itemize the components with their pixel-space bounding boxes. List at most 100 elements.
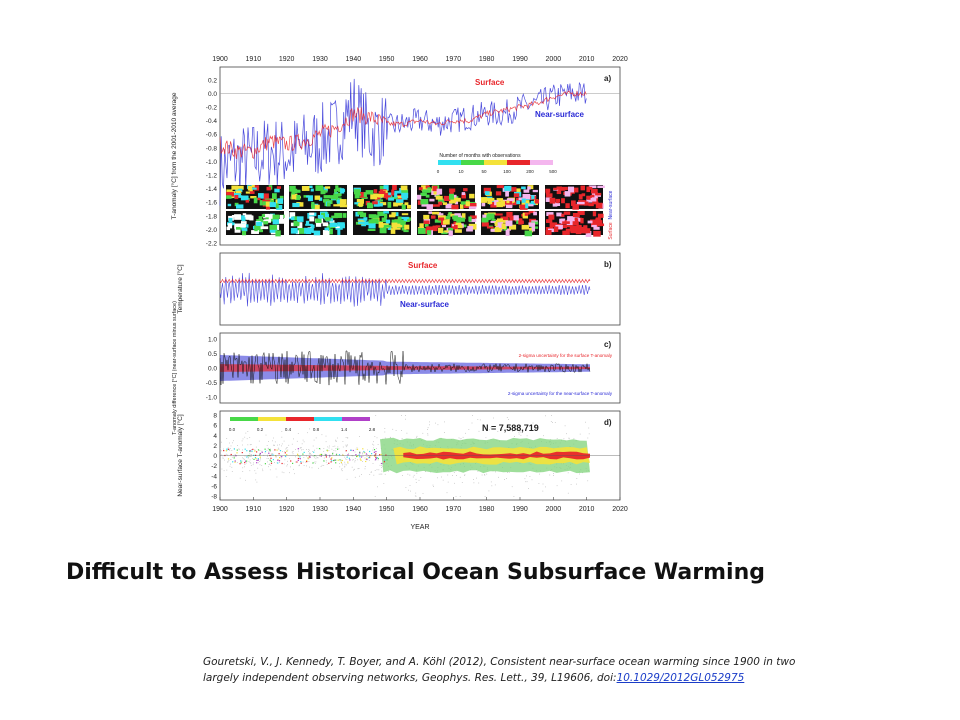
map-thumbnail-cell [553,187,558,191]
scatter-point [488,490,490,492]
map-thumbnail-cell [363,192,367,198]
scatter-point [299,458,300,459]
scatter-point [553,473,554,474]
map-thumbnail-cell [490,220,498,223]
map-thumbnail-cell [448,230,453,237]
scatter-point [545,486,546,488]
map-thumbnail-cell [469,193,475,199]
map-thumbnail-cell [357,211,364,215]
map-thumbnail-cell [272,219,279,225]
scatter-point-early [268,452,270,454]
scatter-point [384,437,386,439]
map-thumbnail-cell [460,217,465,222]
scatter-point [289,458,290,460]
map-legend-swatch [530,160,553,165]
scatter-point [234,456,235,458]
scatter-point [282,451,283,452]
map-thumbnail-cell [432,211,440,215]
scatter-point [341,470,343,472]
map-thumbnail-cell [510,187,517,192]
scatter-point [249,470,251,472]
scatter-point [242,457,243,459]
map-thumbnail-cell [496,201,503,208]
citation-doi-link[interactable]: 10.1029/2012GL052975 [616,672,745,684]
map-thumbnail-cell [516,200,521,205]
scatter-point [462,436,464,438]
scatter-point [292,451,294,452]
scatter-point [270,448,271,450]
x-tick-label: 2020 [612,506,628,513]
y-tick-label-c: 1.0 [208,337,217,344]
scatter-point [221,441,222,443]
map-thumbnail-cell [372,201,378,205]
scatter-point [375,415,377,416]
scatter-point [312,445,314,447]
scatter-point [254,449,256,451]
map-thumbnail-cell [304,227,310,234]
scatter-point [412,476,414,478]
scatter-point [323,457,325,459]
scatter-point-early [319,453,321,456]
map-thumbnail-cell [468,204,477,209]
scatter-point [384,431,386,433]
scatter-point-early [376,457,378,459]
scatter-point [273,437,274,439]
y-tick-label-c: -1.0 [206,395,218,402]
scatter-point [335,439,336,441]
scatter-point [225,476,227,477]
scatter-point [220,450,222,452]
map-thumbnail-cell [595,218,600,223]
map-thumbnail-cell [465,201,470,207]
scatter-point [478,482,480,484]
scatter-point [458,437,460,439]
scatter-point [427,427,429,429]
map-thumbnail-cell [452,215,458,220]
scatter-point-early [366,458,368,461]
map-legend-tick: 200 [526,169,534,174]
y-tick-label-a: 0.0 [208,91,217,98]
scatter-point [295,456,296,458]
scatter-point [478,430,480,432]
scatter-point [325,460,327,462]
scatter-point [461,482,463,483]
x-tick-label-top: 1970 [446,56,462,63]
map-thumbnail-cell [358,202,364,207]
y-tick-label-a: -1.4 [206,186,218,193]
map-thumbnail-cell [506,200,510,204]
scatter-point [320,448,321,450]
scatter-point [325,435,327,437]
scatter-point [341,463,343,464]
scatter-point [255,446,257,448]
annotation-near-surface-uncertainty: 2-sigma uncertainty for the near-surface… [508,391,613,396]
scatter-point [416,472,418,474]
scatter-point-early [234,460,236,462]
map-thumbnail-cell [379,185,384,190]
scatter-point [484,474,486,476]
scatter-point [286,447,287,449]
map-thumbnail-cell [235,185,244,190]
scatter-point [378,469,380,471]
map-thumbnail-cell [432,185,438,192]
scatter-point-early [246,460,248,462]
scatter-point [570,484,572,485]
map-thumbnail-cell [306,195,312,198]
map-legend-tick: 50 [481,169,487,174]
map-thumbnail-cell [254,225,258,232]
scatter-point [415,482,417,483]
scatter-point [226,469,228,471]
scatter-point [253,462,254,464]
scatter-point [376,469,378,471]
map-thumbnail-cell [250,196,257,199]
map-thumbnail-cell [552,202,558,207]
map-thumbnail-cell [500,216,509,221]
map-thumbnail-cell [377,211,385,217]
scatter-point [464,475,465,476]
map-thumbnail-cell [580,218,584,224]
map-thumbnail-cell [227,196,236,199]
map-thumbnail-cell [279,195,284,200]
scatter-point-early [339,459,341,461]
scatter-point-early [340,461,342,464]
scatter-point [553,475,554,476]
scatter-point [381,467,382,468]
scatter-point [567,472,569,474]
